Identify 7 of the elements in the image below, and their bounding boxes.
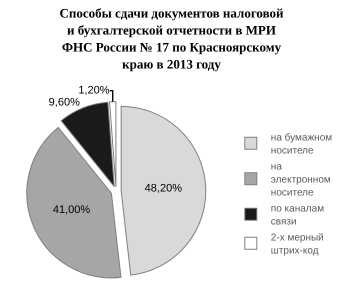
data-label: 1,20% xyxy=(78,84,110,97)
data-label: 41,00% xyxy=(52,204,90,216)
legend-label: по каналам связи xyxy=(270,204,324,228)
legend-label: 2-х мерный штрих-код xyxy=(270,232,324,257)
data-label: 48,20% xyxy=(144,182,182,195)
data-label: 9,60% xyxy=(48,96,80,109)
chart-title: Способы сдачи документов налоговой и бухгалтерской отчетности в МРИ ФНС России № 17 по Красноярскому краю в 2013 году xyxy=(59,6,284,72)
